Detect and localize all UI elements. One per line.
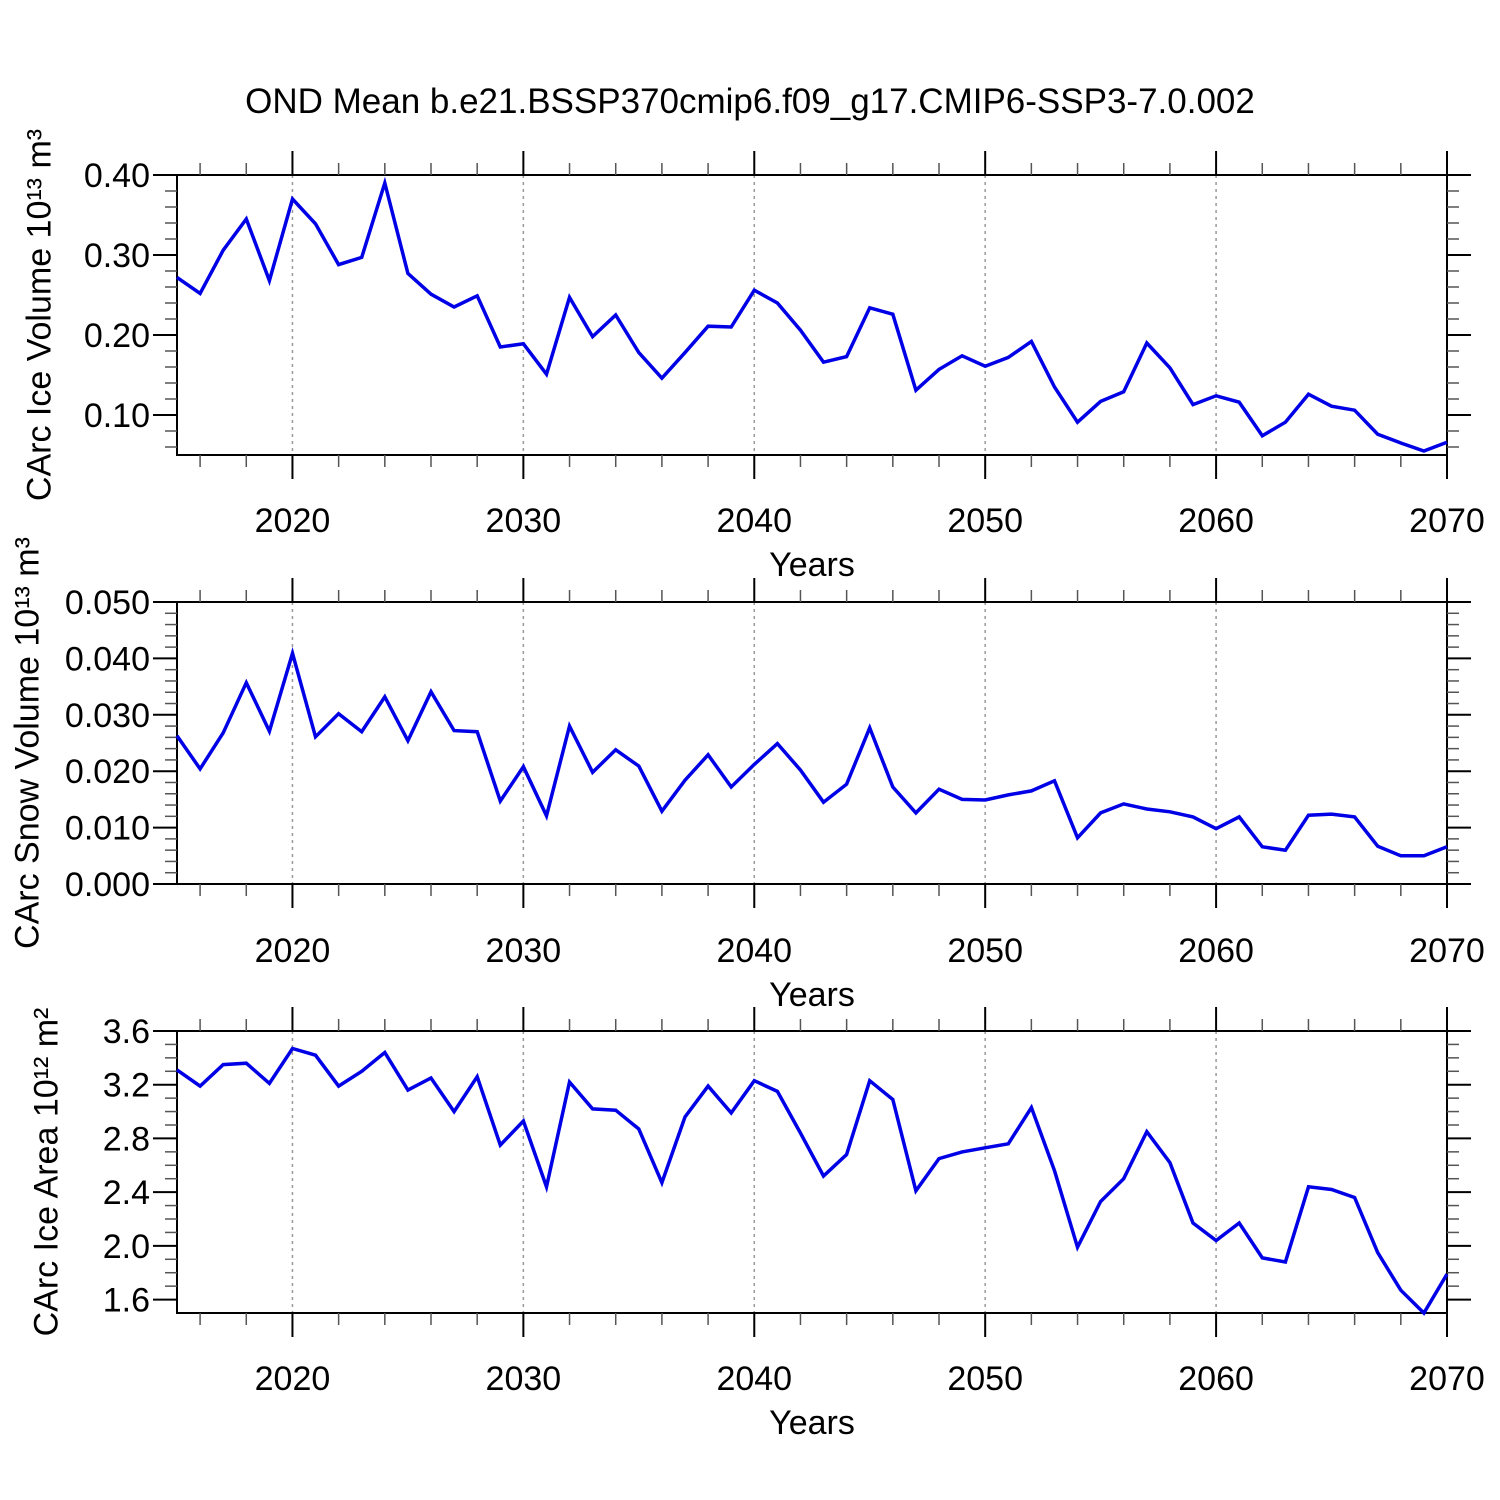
y-axis-title-ice-volume: CArc Ice Volume 10¹³ m³ — [20, 128, 59, 502]
y-tick-label: 0.010 — [65, 810, 150, 848]
y-tick-label: 0.030 — [65, 697, 150, 735]
series-line-ice-volume — [176, 176, 1448, 453]
y-tick-label: 0.040 — [65, 640, 150, 678]
y-tick-label: 0.050 — [65, 584, 150, 622]
x-tick-label: 2020 — [255, 1360, 331, 1398]
y-tick-label: 0.10 — [84, 397, 150, 435]
y-tick-label: 3.6 — [103, 1013, 150, 1051]
x-tick-label: 2070 — [1409, 1360, 1485, 1398]
x-axis-title-panel-2: Years — [769, 976, 855, 1014]
y-tick-label: 2.4 — [103, 1174, 150, 1212]
y-axis-title-snow-volume: CArc Snow Volume 10¹³ m³ — [8, 537, 47, 949]
chart-title: OND Mean b.e21.BSSP370cmip6.f09_g17.CMIP… — [245, 82, 1255, 121]
plot-box — [176, 601, 1448, 885]
y-tick-label: 0.020 — [65, 753, 150, 791]
y-axis-title-ice-area: CArc Ice Area 10¹² m² — [27, 1007, 66, 1337]
x-tick-label: 2040 — [716, 502, 792, 540]
series-line-ice-area — [175, 1046, 1449, 1316]
x-tick-label: 2030 — [486, 932, 562, 970]
x-tick-label: 2050 — [947, 502, 1023, 540]
x-tick-label: 2040 — [716, 932, 792, 970]
y-tick-label: 0.40 — [84, 157, 150, 195]
y-tick-label: 3.2 — [103, 1067, 150, 1105]
x-tick-label: 2030 — [486, 1360, 562, 1398]
x-tick-label: 2020 — [255, 932, 331, 970]
x-tick-label: 2050 — [947, 1360, 1023, 1398]
x-axis-title-panel-1: Years — [769, 546, 855, 584]
y-tick-label: 1.6 — [103, 1282, 150, 1320]
y-tick-label: 2.8 — [103, 1120, 150, 1158]
x-tick-label: 2070 — [1409, 932, 1485, 970]
y-tick-label: 2.0 — [103, 1228, 150, 1266]
plot-box — [176, 1030, 1448, 1314]
plot-box — [176, 174, 1448, 456]
x-tick-label: 2040 — [716, 1360, 792, 1398]
y-tick-label: 0.000 — [65, 866, 150, 904]
x-tick-label: 2050 — [947, 932, 1023, 970]
y-tick-label: 0.20 — [84, 317, 150, 355]
x-tick-label: 2020 — [255, 502, 331, 540]
y-tick-label: 0.30 — [84, 237, 150, 275]
x-tick-label: 2060 — [1178, 1360, 1254, 1398]
series-line-snow-volume — [175, 646, 1448, 858]
x-tick-label: 2070 — [1409, 502, 1485, 540]
x-tick-label: 2030 — [486, 502, 562, 540]
x-tick-label: 2060 — [1178, 502, 1254, 540]
x-tick-label: 2060 — [1178, 932, 1254, 970]
x-axis-title-panel-3: Years — [769, 1404, 855, 1442]
